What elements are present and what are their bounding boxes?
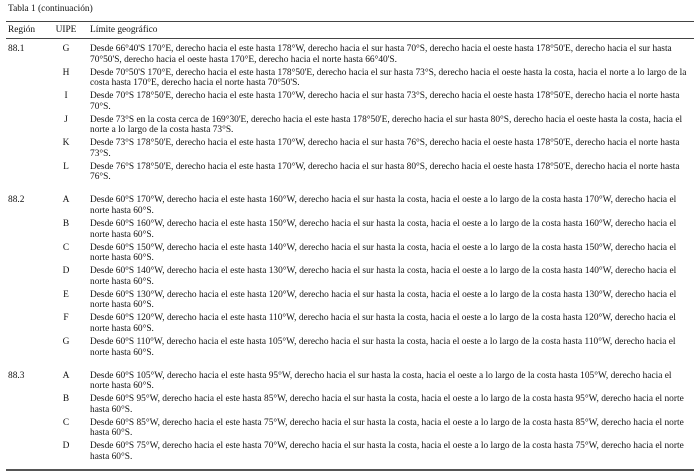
region-cell: 88.1: [8, 44, 25, 54]
uipe-cell: H: [62, 67, 70, 78]
region-cell: [6, 91, 46, 112]
limit-cell: Desde 60°S 75°W, derecho hacia el este h…: [90, 441, 684, 462]
table-row: 88.1 G Desde 66°40'S 170°E, derecho hacia …: [6, 44, 694, 65]
table-row: F Desde 60°S 120°W, derecho hacia el este…: [6, 313, 694, 334]
table-row: K Desde 73°S 178°50'E, derecho hacia el e…: [6, 138, 694, 159]
limit-cell: Desde 60°S 105°W, derecho hacia el este …: [90, 370, 672, 392]
table-row: L Desde 76°S 178°50'E, derecho hacia el e…: [6, 162, 694, 183]
table-header: Región UIPE Límite geográfico: [6, 22, 694, 39]
table-row: D Desde 60°S 140°W, derecho hacia el este…: [6, 266, 694, 287]
limit-cell: Desde 70°S 178°50'E, derecho hacia el es…: [90, 91, 680, 112]
uipe-cell: G: [62, 44, 70, 54]
limit-cell: Desde 60°S 95°W, derecho hacia el este h…: [90, 394, 684, 415]
table-row: 88.2 A Desde 60°S 170°W, derecho hacia el …: [6, 195, 694, 216]
limit-cell: Desde 70°50'S 170°E, derecho hacia el es…: [90, 67, 687, 89]
region-cell: [6, 68, 46, 89]
table-body: 88.1 G Desde 66°40'S 170°E, derecho hacia …: [6, 39, 694, 469]
region-cell: [6, 313, 46, 334]
region-group: 88.1 G Desde 66°40'S 170°E, derecho hacia …: [6, 39, 694, 189]
region-cell: [6, 266, 46, 287]
table-row: I Desde 70°S 178°50'E, derecho hacia el e…: [6, 91, 694, 112]
table-row: H Desde 70°50'S 170°E, derecho hacia el e…: [6, 68, 694, 89]
table-row: C Desde 60°S 85°W, derecho hacia el este …: [6, 418, 694, 439]
limit-cell: Desde 60°S 150°W, derecho hacia el este …: [90, 242, 677, 264]
uipe-cell: I: [64, 91, 68, 102]
uipe-cell: F: [63, 313, 69, 324]
uipe-cell: A: [62, 370, 70, 381]
uipe-cell: K: [62, 138, 70, 149]
table-row: B Desde 60°S 160°W, derecho hacia el este…: [6, 219, 694, 240]
header-region: Región: [8, 25, 36, 35]
table-row: E Desde 60°S 130°W, derecho hacia el este…: [6, 290, 694, 311]
region-cell: [6, 290, 46, 311]
region-cell: [6, 138, 46, 159]
uipe-cell: D: [62, 266, 70, 277]
uipe-cell: A: [62, 195, 70, 206]
region-cell: 88.2: [8, 195, 25, 206]
limit-cell: Desde 60°S 140°W, derecho hacia el este …: [90, 266, 677, 287]
region-cell: 88.3: [8, 370, 25, 381]
table-row: C Desde 60°S 150°W, derecho hacia el este…: [6, 243, 694, 264]
table-row: B Desde 60°S 95°W, derecho hacia el este …: [6, 394, 694, 415]
region-group: 88.3 A Desde 60°S 105°W, derecho hacia el …: [6, 365, 694, 469]
region-cell: [6, 115, 46, 136]
table-row: D Desde 60°S 75°W, derecho hacia el este …: [6, 441, 694, 462]
limit-cell: Desde 60°S 120°W, derecho hacia el este …: [90, 313, 676, 334]
header-limite: Límite geográfico: [90, 25, 158, 35]
region-cell: [6, 394, 46, 415]
limit-cell: Desde 60°S 130°W, derecho hacia el este …: [90, 289, 677, 311]
uipe-cell: B: [62, 394, 70, 405]
limit-cell: Desde 60°S 110°W, derecho hacia el este …: [90, 336, 676, 358]
uipe-cell: C: [62, 242, 70, 253]
limit-cell: Desde 60°S 170°W, derecho hacia el este …: [90, 195, 677, 217]
region-cell: [6, 243, 46, 264]
limit-cell: Desde 76°S 178°50'E, derecho hacia el es…: [90, 161, 680, 183]
table-caption: Tabla 1 (continuación): [8, 4, 93, 14]
uipe-cell: C: [62, 417, 70, 428]
uipe-cell: J: [64, 114, 68, 125]
limit-cell: Desde 73°S 178°50'E, derecho hacia el es…: [90, 138, 680, 159]
region-group: 88.2 A Desde 60°S 170°W, derecho hacia el …: [6, 189, 694, 364]
limit-cell: Desde 60°S 85°W, derecho hacia el este h…: [90, 417, 684, 439]
table-row: J Desde 73°S en la costa cerca de 169°30'…: [6, 115, 694, 136]
uipe-cell: B: [62, 219, 70, 230]
uipe-cell: D: [62, 441, 70, 452]
region-cell: [6, 337, 46, 358]
region-cell: [6, 418, 46, 439]
uipe-cell: E: [63, 289, 69, 300]
limit-cell: Desde 66°40'S 170°E, derecho hacia el es…: [90, 44, 672, 65]
region-cell: [6, 219, 46, 240]
boundary-table: Región UIPE Límite geográfico 88.1 G Desde…: [6, 21, 694, 471]
uipe-cell: L: [63, 161, 69, 172]
region-cell: [6, 441, 46, 462]
table-row: 88.3 A Desde 60°S 105°W, derecho hacia el …: [6, 371, 694, 392]
region-cell: [6, 162, 46, 183]
table-row: G Desde 60°S 110°W, derecho hacia el este…: [6, 337, 694, 358]
limit-cell: Desde 73°S en la costa cerca de 169°30'E…: [90, 114, 683, 136]
limit-cell: Desde 60°S 160°W, derecho hacia el este …: [90, 219, 677, 240]
header-uipe: UIPE: [55, 25, 77, 35]
uipe-cell: G: [62, 336, 70, 347]
